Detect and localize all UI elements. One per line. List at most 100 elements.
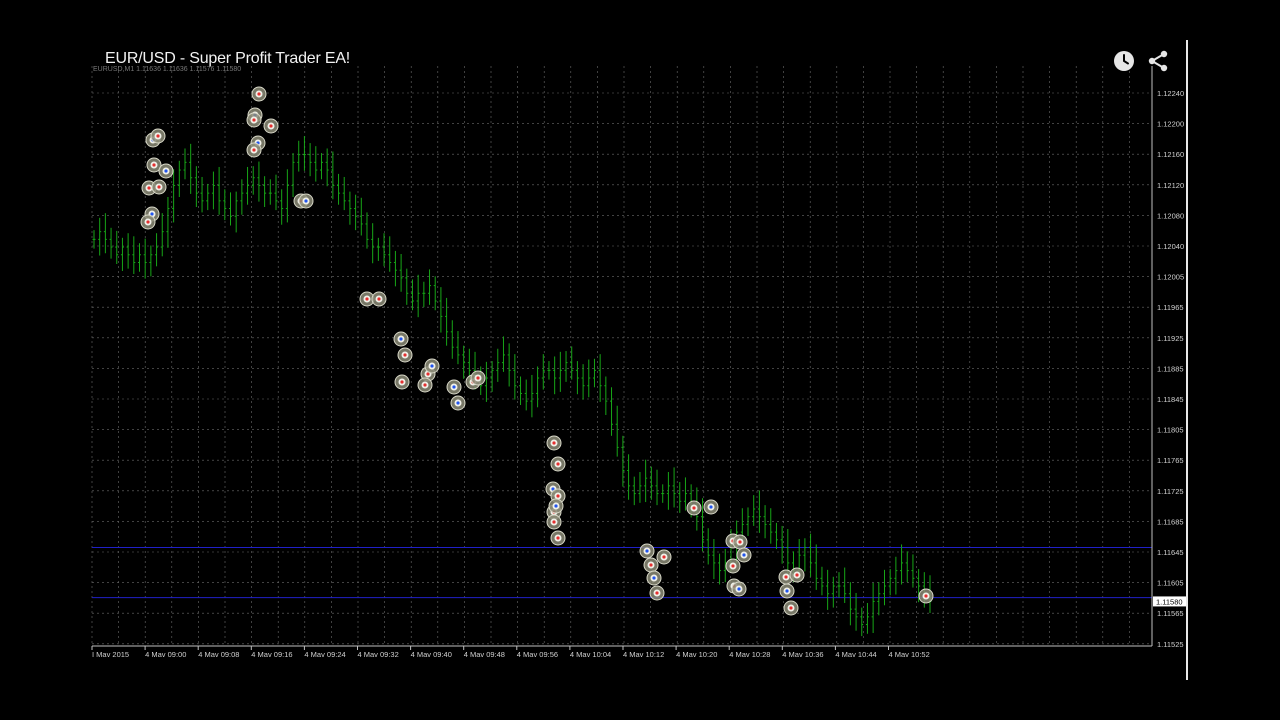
level-lines	[92, 547, 1152, 599]
trade-marker-dot	[692, 506, 696, 510]
trade-marker-dot	[423, 383, 427, 387]
watch-later-button[interactable]	[1111, 48, 1137, 74]
trade-marker-dot	[147, 186, 151, 190]
trade-marker	[446, 379, 462, 395]
trade-marker-dot	[552, 441, 556, 445]
trade-marker	[371, 291, 387, 307]
y-tick-label: 1.11965	[1157, 303, 1184, 312]
x-tick-label: 4 Mav 09:32	[358, 650, 399, 659]
trade-marker	[639, 543, 655, 559]
video-title[interactable]: EUR/USD - Super Profit Trader EA!	[105, 50, 351, 67]
current-price-box	[1153, 596, 1186, 607]
trade-marker	[546, 514, 562, 530]
x-tick-label: 4 Mav 09:24	[304, 650, 345, 659]
trade-marker-dot	[742, 553, 746, 557]
trade-marker-dot	[784, 575, 788, 579]
trade-marker	[150, 128, 166, 144]
trade-marker	[778, 569, 794, 585]
current-price-label: 1.11580	[1156, 597, 1183, 606]
trade-marker	[732, 534, 748, 550]
y-tick-label: 1.12240	[1157, 89, 1184, 98]
y-tick-label: 1.12080	[1157, 211, 1184, 220]
trade-marker	[731, 581, 747, 597]
trade-marker	[251, 86, 267, 102]
trade-marker-dot	[377, 297, 381, 301]
trade-marker	[649, 585, 665, 601]
trade-marker	[686, 500, 702, 516]
y-tick-label: 1.12200	[1157, 120, 1184, 129]
trade-marker	[703, 499, 719, 515]
x-tick-label: 4 Mav 10:12	[623, 650, 664, 659]
trade-marker	[643, 557, 659, 573]
trade-marker-dot	[789, 606, 793, 610]
trade-marker	[550, 456, 566, 472]
trade-marker-dot	[304, 199, 308, 203]
trade-marker	[548, 498, 564, 514]
trade-marker-dot	[365, 297, 369, 301]
trade-marker-dot	[252, 148, 256, 152]
y-tick-label: 1.11765	[1157, 456, 1184, 465]
trade-marker	[725, 558, 741, 574]
trade-marker	[417, 377, 433, 393]
x-tick-label: 4 Mav 10:36	[782, 650, 823, 659]
x-tick-label: 4 Mav 09:56	[517, 650, 558, 659]
trade-marker	[783, 600, 799, 616]
y-tick-label: 1.12160	[1157, 150, 1184, 159]
y-tick-label: 1.11725	[1157, 487, 1184, 496]
y-tick-label: 1.11925	[1157, 334, 1184, 343]
chart-header: EURUSD,M1 1.11636 1.11636 1.11576 1.1158…	[93, 66, 241, 73]
trade-marker	[546, 435, 562, 451]
trade-marker-dot	[795, 573, 799, 577]
trade-marker	[656, 549, 672, 565]
chart-grid	[91, 66, 1152, 646]
trade-marker-dot	[924, 594, 928, 598]
trade-marker	[789, 567, 805, 583]
trade-marker	[450, 395, 466, 411]
trade-marker	[550, 530, 566, 546]
player-edge-divider	[1186, 40, 1188, 680]
y-tick-label: 1.11685	[1157, 517, 1184, 526]
trade-marker-dot	[430, 364, 434, 368]
y-tick-label: 1.11645	[1157, 548, 1184, 557]
trade-marker-dot	[252, 118, 256, 122]
trade-marker	[146, 157, 162, 173]
trade-marker-dot	[257, 92, 261, 96]
y-tick-label: 1.11525	[1157, 640, 1184, 649]
trade-marker	[918, 588, 934, 604]
x-tick-label: 4 Mav 10:28	[729, 650, 770, 659]
price-bars	[92, 136, 932, 637]
trade-marker-dot	[426, 372, 430, 376]
trade-marker-dot	[164, 169, 168, 173]
clock-icon	[1114, 51, 1134, 71]
x-tick-label: 4 Mav 10:20	[676, 650, 717, 659]
trade-marker-dot	[476, 376, 480, 380]
trade-marker-dot	[399, 337, 403, 341]
share-button[interactable]	[1145, 48, 1171, 74]
trade-marker	[646, 570, 662, 586]
trade-marker	[470, 370, 486, 386]
y-tick-label: 1.11845	[1157, 395, 1184, 404]
share-icon	[1148, 50, 1168, 72]
trade-marker-dot	[400, 380, 404, 384]
trade-marker	[246, 142, 262, 158]
trade-marker-dot	[785, 589, 789, 593]
trade-marker-dot	[556, 536, 560, 540]
x-tick-label: 4 Mav 10:44	[835, 650, 876, 659]
trade-marker-dot	[652, 576, 656, 580]
trade-marker-dot	[456, 401, 460, 405]
trade-marker-dot	[403, 353, 407, 357]
trade-marker-dot	[556, 462, 560, 466]
x-tick-label: 4 Mav 09:08	[198, 650, 239, 659]
trade-marker	[140, 214, 156, 230]
x-tick-label: 4 Mav 09:16	[251, 650, 292, 659]
y-tick-label: 1.11565	[1157, 609, 1184, 618]
trade-marker-dot	[731, 564, 735, 568]
chart-axes: 1.12240 1.12200 1.12160 1.12120 1.12080 1.120…	[91, 66, 1186, 659]
trade-marker	[424, 358, 440, 374]
trade-marker	[779, 583, 795, 599]
x-tick-label: I Mav 2015	[92, 650, 129, 659]
trade-marker-dot	[662, 555, 666, 559]
y-tick-label: 1.12040	[1157, 242, 1184, 251]
